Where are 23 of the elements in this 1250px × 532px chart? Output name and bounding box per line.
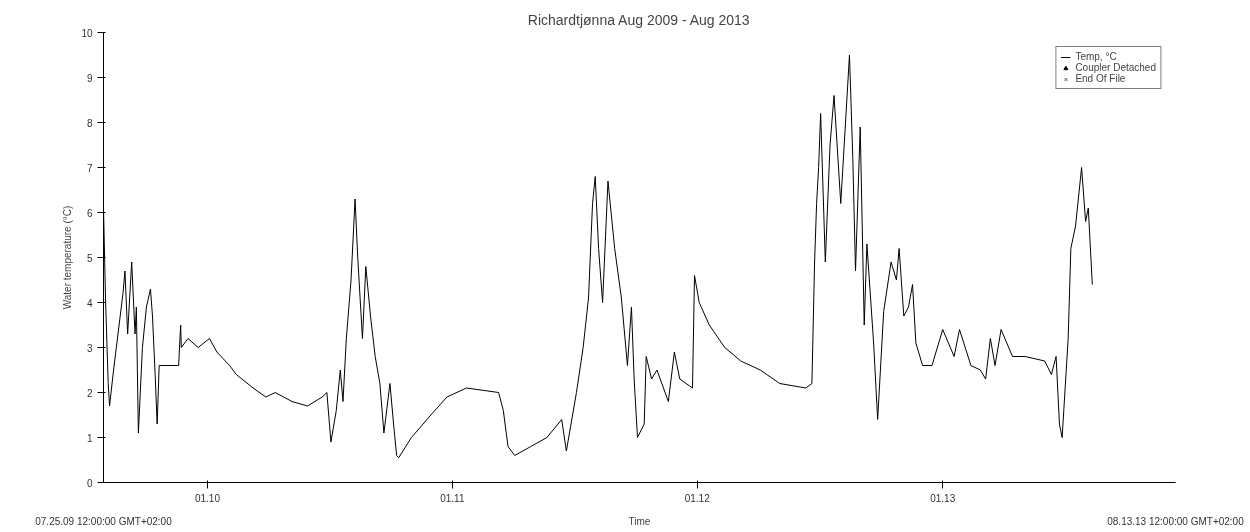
y-tick-label: 9 bbox=[86, 72, 93, 84]
x-tick-label: 01.12 bbox=[684, 492, 711, 504]
y-tick-label: 10 bbox=[81, 27, 93, 39]
x-tick-label: 01.11 bbox=[440, 492, 465, 504]
y-tick-label: 6 bbox=[86, 207, 93, 219]
chart-title: Richardtjønna Aug 2009 - Aug 2013 bbox=[527, 11, 750, 28]
y-tick-label: 7 bbox=[86, 162, 93, 174]
legend-label: End Of File bbox=[1075, 73, 1126, 84]
y-tick-label: 4 bbox=[86, 297, 93, 309]
x-tick-label: 01.10 bbox=[194, 492, 221, 504]
y-tick-label: 3 bbox=[86, 342, 93, 354]
y-tick-label: 1 bbox=[86, 432, 93, 444]
y-axis-title: Water temperature (°C) bbox=[62, 205, 74, 310]
x-axis-title: Time bbox=[628, 515, 651, 527]
y-tick-label: 5 bbox=[86, 252, 93, 264]
legend-label: Coupler Detached bbox=[1075, 62, 1156, 73]
y-tick-label: 0 bbox=[86, 477, 93, 489]
y-tick-label: 2 bbox=[86, 387, 93, 399]
text: 08.13.13 12:00:00 GMT+02:00 bbox=[1107, 515, 1245, 527]
x-tick-label: 01.13 bbox=[930, 492, 956, 504]
y-tick-label: 8 bbox=[86, 117, 93, 129]
legend-label: Temp, °C bbox=[1075, 51, 1117, 62]
text: 07.25.09 12:00:00 GMT+02:00 bbox=[35, 515, 173, 527]
